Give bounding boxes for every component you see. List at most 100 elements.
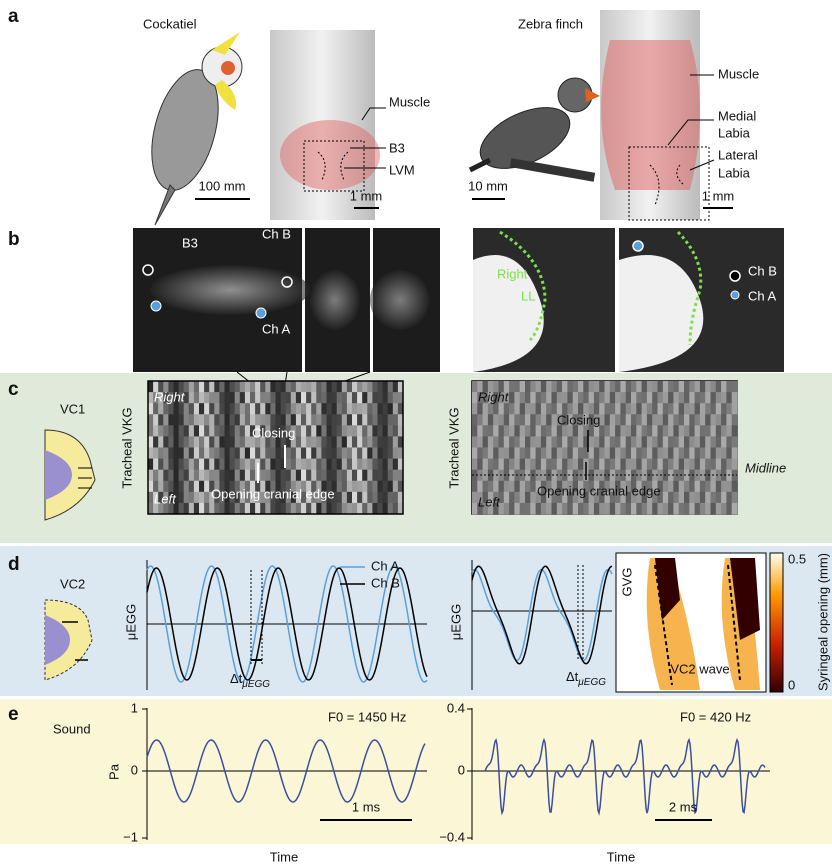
texture-cell [662, 392, 669, 404]
texture-cell [503, 381, 510, 393]
texture-cell [244, 480, 251, 493]
y-tick-label: 0 [458, 762, 465, 777]
texture-cell [362, 392, 368, 404]
texture-cell [219, 447, 225, 460]
texture-cell [631, 425, 637, 437]
texture-cell [352, 414, 358, 426]
texture-cell [662, 436, 669, 448]
texture-cell [301, 414, 307, 426]
texture-cell [301, 502, 307, 515]
texture-cell [255, 403, 261, 415]
texture-cell [593, 447, 600, 460]
texture-cell [498, 392, 505, 404]
texture-cell [689, 403, 696, 415]
texture-cell [593, 403, 600, 415]
texture-cell [244, 381, 251, 393]
texture-cell [382, 436, 389, 448]
texture-cell [346, 447, 353, 460]
texture-cell [193, 414, 200, 426]
delta-label: ΔtμEGG [230, 671, 270, 689]
texture-cell [295, 469, 302, 482]
texture-cell [239, 480, 246, 493]
texture-cell [168, 469, 174, 482]
texture-cell [188, 458, 195, 471]
texture-cell [382, 425, 389, 437]
texture-cell [493, 458, 499, 471]
texture-cell [540, 436, 547, 448]
texture-cell [178, 381, 185, 393]
x-axis-label: Time [607, 849, 635, 864]
texture-cell [699, 403, 706, 415]
texture-cell [646, 425, 653, 437]
texture-cell [662, 403, 669, 415]
texture-cell [662, 414, 669, 426]
texture-cell [219, 469, 225, 482]
texture-cell [357, 491, 363, 504]
texture-cell [265, 403, 271, 415]
texture-cell [646, 447, 653, 460]
texture-cell [209, 414, 215, 426]
texture-cell [387, 491, 394, 504]
texture-cell [715, 491, 722, 504]
texture-cell [168, 436, 174, 448]
texture-cell [214, 480, 220, 493]
texture-cell [367, 491, 373, 504]
texture-cell [377, 436, 384, 448]
texture-cell [163, 414, 169, 426]
texture-cell [503, 458, 510, 471]
texture-cell [367, 447, 373, 460]
texture-cell [662, 425, 669, 437]
texture-cell [646, 502, 653, 515]
texture-cell [392, 414, 399, 426]
texture-cell [280, 502, 287, 515]
texture-cell [148, 381, 154, 393]
texture-cell [715, 392, 722, 404]
texture-cell [715, 447, 722, 460]
texture-cell [699, 425, 706, 437]
texture-cell [188, 414, 195, 426]
texture-cell [546, 425, 552, 437]
texture-cell [540, 447, 547, 460]
texture-cell [173, 403, 180, 415]
texture-cell [295, 425, 302, 437]
texture-cell [514, 447, 521, 460]
texture-cell [163, 491, 169, 504]
legend-entry: Ch B [371, 575, 400, 590]
y-tick-label: −0.4 [439, 829, 465, 844]
texture-cell [219, 403, 225, 415]
texture-cell [689, 414, 696, 426]
trace-name: Sound [53, 721, 91, 736]
texture-cell [498, 502, 505, 515]
scale-bar-label: 1 mm [702, 188, 735, 203]
texture-cell [188, 425, 195, 437]
texture-cell [336, 436, 343, 448]
texture-cell [599, 480, 605, 493]
texture-cell [234, 491, 241, 504]
texture-cell [652, 392, 658, 404]
texture-cell [509, 447, 515, 460]
texture-cell [551, 425, 558, 437]
texture-cell [316, 403, 322, 415]
texture-cell [715, 414, 722, 426]
texture-cell [609, 458, 616, 471]
texture-cell [346, 381, 353, 393]
texture-cell [382, 502, 389, 515]
texture-cell [472, 458, 478, 471]
texture-cell [721, 436, 727, 448]
texture-cell [346, 436, 353, 448]
texture-cell [668, 381, 674, 393]
texture-cell [265, 502, 271, 515]
texture-cell [280, 491, 287, 504]
texture-cell [163, 480, 169, 493]
texture-cell [588, 392, 595, 404]
texture-cell [689, 425, 696, 437]
texture-cell [321, 480, 327, 493]
y-tick-label: −1 [123, 829, 138, 844]
texture-cell [219, 502, 225, 515]
texture-cell [341, 425, 348, 437]
texture-cell [382, 414, 389, 426]
texture-cell [609, 392, 616, 404]
texture-cell [321, 436, 327, 448]
texture-cell [482, 502, 489, 515]
texture-cell [357, 381, 363, 393]
